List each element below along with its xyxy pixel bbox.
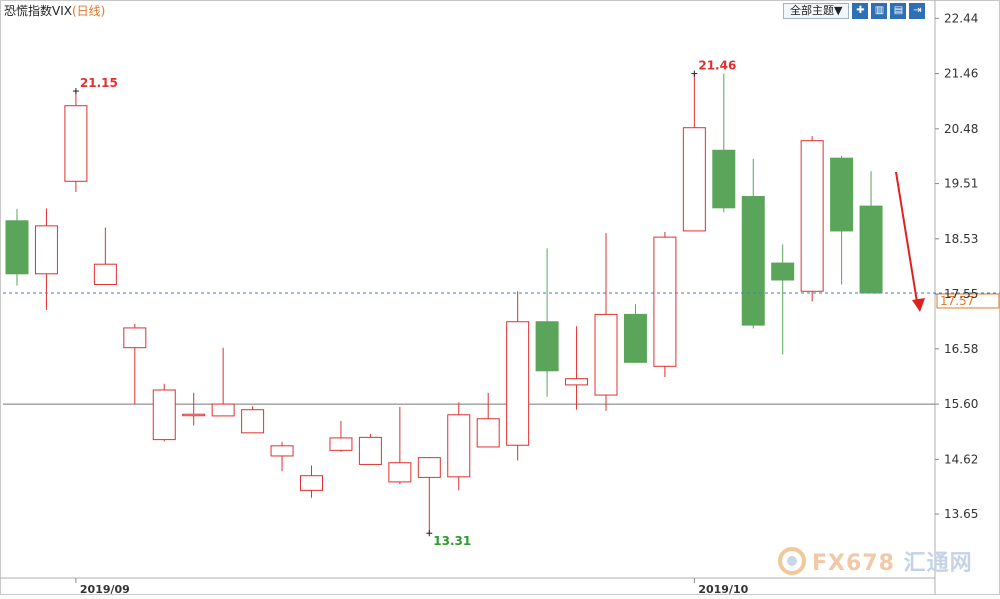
indicator-icon[interactable]: ▥ bbox=[871, 3, 888, 19]
y-tick-label: 19.51 bbox=[944, 177, 978, 191]
candles bbox=[5, 73, 883, 534]
watermark: FX678 汇通网 bbox=[778, 545, 973, 577]
trend-arrow bbox=[895, 171, 925, 312]
candle-body bbox=[653, 236, 677, 367]
candle-body bbox=[771, 262, 795, 281]
candle-body bbox=[358, 436, 382, 465]
toolbar: 全部主题▼ ✚ ▥ ▤ ⇥ bbox=[783, 3, 926, 19]
candle-body bbox=[64, 105, 88, 182]
candle-body bbox=[712, 149, 736, 209]
trend-arrow-head bbox=[912, 298, 925, 312]
y-tick-label: 14.62 bbox=[944, 452, 978, 466]
candle-body bbox=[535, 321, 559, 372]
x-tick-label: 2019/10 bbox=[698, 583, 748, 595]
candle-body bbox=[417, 457, 441, 478]
candle-body bbox=[211, 403, 235, 417]
y-tick-label: 17.55 bbox=[944, 287, 978, 301]
candle-body bbox=[329, 437, 353, 451]
candle-body bbox=[123, 327, 147, 349]
y-tick-label: 15.60 bbox=[944, 397, 978, 411]
x-axis: 2019/09 2019/10 bbox=[75, 578, 749, 596]
y-tick-label: 22.44 bbox=[944, 11, 978, 25]
candle-body bbox=[241, 409, 265, 434]
brand-logo-icon bbox=[778, 547, 806, 575]
y-tick-label: 13.65 bbox=[944, 507, 978, 521]
annotation-label: 21.46 bbox=[698, 59, 736, 73]
current-price-box bbox=[936, 293, 1000, 309]
y-tick-label: 16.58 bbox=[944, 342, 978, 356]
annotation-label: 21.15 bbox=[80, 76, 118, 90]
candle-body bbox=[594, 313, 618, 396]
candle-body bbox=[152, 389, 176, 441]
candle-body bbox=[476, 418, 500, 448]
chart-title: 恐慌指数VIX(日线) bbox=[4, 2, 105, 19]
y-tick-label: 20.48 bbox=[944, 122, 978, 136]
current-price-label: 17.57 bbox=[940, 294, 974, 308]
template-icon[interactable]: ▤ bbox=[890, 3, 907, 19]
current-price-line: 17.57 bbox=[3, 292, 1000, 309]
chart-period[interactable]: (日线) bbox=[71, 4, 106, 18]
candle-body bbox=[93, 263, 117, 286]
candle-body bbox=[182, 413, 206, 417]
plus-icon[interactable]: ✚ bbox=[852, 3, 869, 19]
watermark-text: FX678 汇通网 bbox=[812, 545, 973, 577]
candle-body bbox=[682, 127, 706, 232]
y-tick-label: 21.46 bbox=[944, 67, 978, 81]
x-tick-label: 2019/09 bbox=[80, 583, 130, 595]
annotation-label: 13.31 bbox=[433, 534, 471, 548]
export-icon[interactable]: ⇥ bbox=[909, 3, 926, 19]
candle-body bbox=[300, 475, 323, 491]
trend-arrow-shaft bbox=[895, 171, 918, 303]
candle-body bbox=[623, 313, 647, 363]
watermark-cn: 汇通网 bbox=[903, 551, 973, 576]
candle-body bbox=[34, 225, 58, 275]
watermark-brand: FX678 bbox=[812, 551, 895, 576]
chart-title-text: 恐慌指数VIX bbox=[4, 4, 72, 18]
candle-body bbox=[270, 445, 294, 457]
y-axis: 22.44 21.46 20.48 19.51 18.53 17.55 16.58 15.60… bbox=[935, 11, 978, 521]
candle-body bbox=[859, 205, 883, 294]
candle-body bbox=[5, 220, 29, 275]
candle-body bbox=[800, 140, 824, 292]
candle-body bbox=[447, 414, 471, 478]
y-tick-label: 18.53 bbox=[944, 232, 978, 246]
candle-body bbox=[388, 462, 412, 483]
candle-body bbox=[741, 196, 765, 326]
candle-body bbox=[565, 378, 589, 386]
candle-body bbox=[830, 157, 854, 232]
theme-select-button[interactable]: 全部主题▼ bbox=[783, 3, 850, 19]
candle-body bbox=[506, 321, 530, 446]
annotations: 21.15 21.46 13.31 bbox=[72, 59, 736, 548]
